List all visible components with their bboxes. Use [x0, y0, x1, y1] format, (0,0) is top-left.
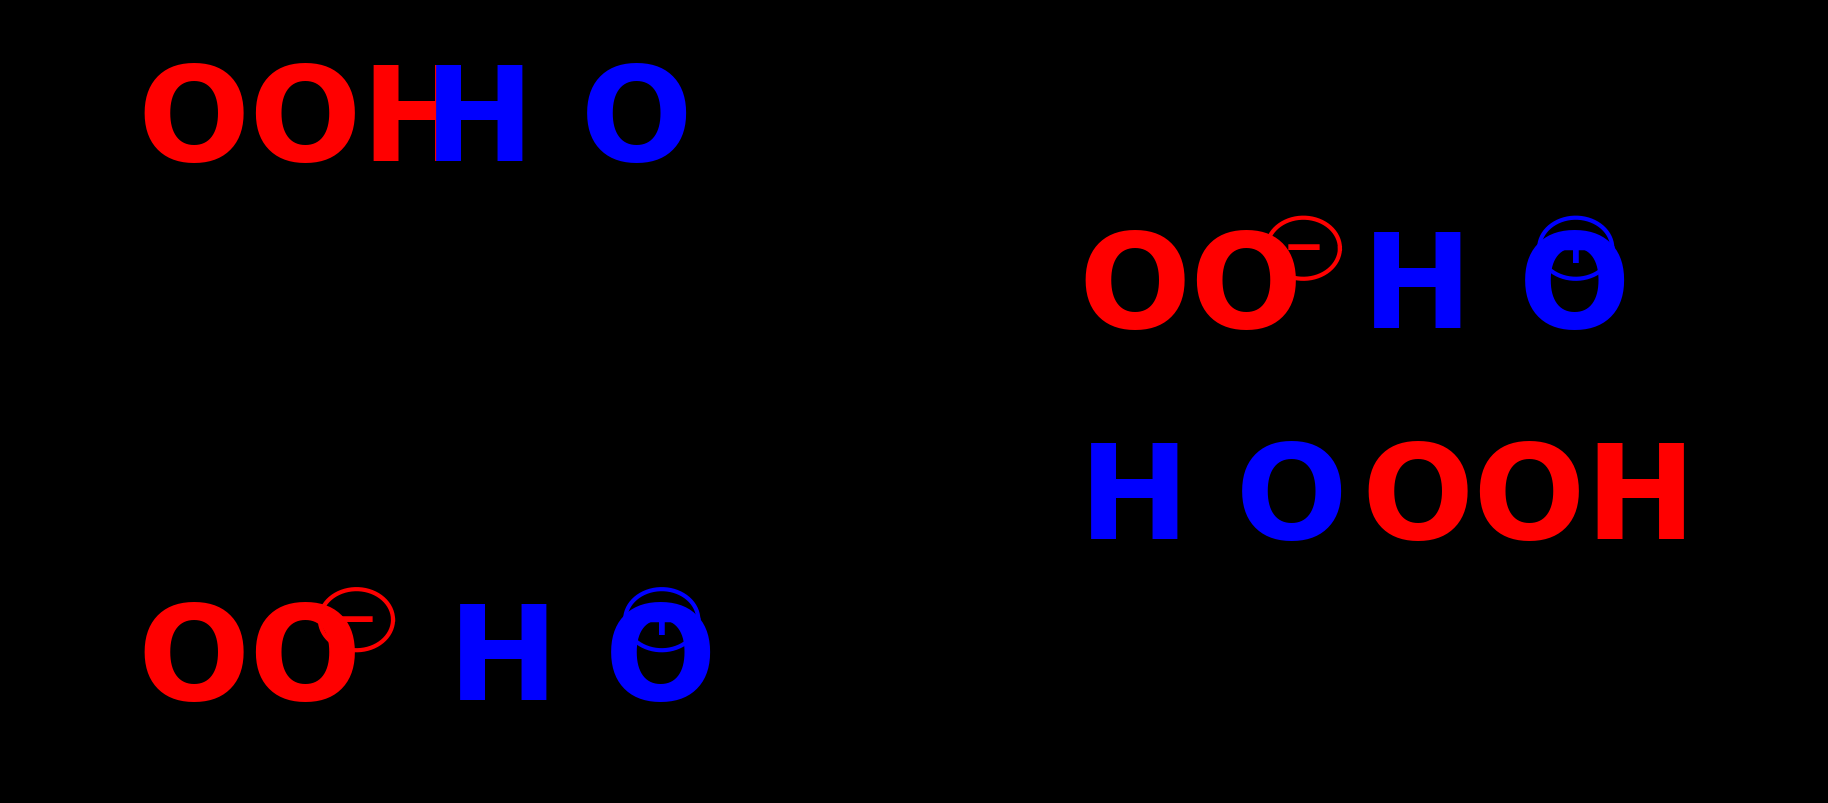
Text: H O: H O — [1362, 227, 1631, 354]
Text: H O: H O — [1079, 438, 1347, 565]
Text: OOH: OOH — [137, 61, 472, 188]
Text: −: − — [1283, 225, 1323, 273]
Text: OOH: OOH — [1362, 438, 1696, 565]
Text: H O: H O — [424, 61, 693, 188]
Text: OO: OO — [137, 599, 362, 726]
Text: OO: OO — [1079, 227, 1303, 354]
Text: −: − — [336, 596, 377, 644]
Text: H O: H O — [448, 599, 717, 726]
Text: +: + — [642, 596, 682, 644]
Text: +: + — [1556, 225, 1596, 273]
